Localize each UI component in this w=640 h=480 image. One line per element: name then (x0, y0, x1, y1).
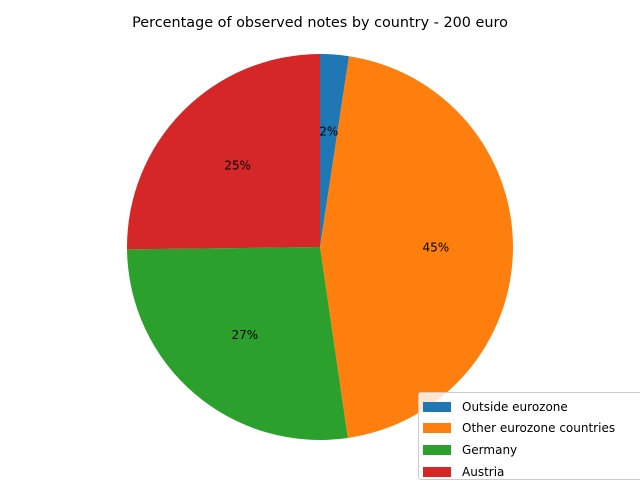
legend-swatch-outside-eurozone (423, 401, 451, 412)
legend-label-austria: Austria (462, 464, 505, 479)
legend-item-outside-eurozone: Outside eurozone (423, 396, 640, 418)
legend-item-germany: Germany (423, 439, 640, 461)
pie-slice-germany (127, 247, 348, 440)
pie-slice-austria (127, 54, 321, 250)
legend-swatch-other-eurozone (423, 423, 451, 434)
legend-label-germany: Germany (462, 442, 518, 457)
pie-percent-labels: 2% 45% 27% 25% (224, 125, 449, 343)
legend: Outside eurozone Other eurozone countrie… (418, 392, 640, 480)
legend-item-austria: Austria (423, 461, 640, 480)
pie-label-austria: 25% (224, 159, 251, 173)
legend-label-other-eurozone: Other eurozone countries (462, 421, 616, 436)
pie-slices (127, 54, 513, 440)
pie-slice-outside-eurozone (320, 54, 349, 247)
legend-swatch-germany (423, 444, 451, 455)
chart-title: Percentage of observed notes by country … (132, 15, 508, 31)
pie-label-other-eurozone-countries: 45% (422, 240, 449, 254)
legend-label-outside-eurozone: Outside eurozone (462, 399, 568, 414)
pie-slice-other-eurozone-countries (320, 56, 513, 438)
legend-item-other-eurozone: Other eurozone countries (423, 418, 640, 440)
pie-label-outside-eurozone: 2% (319, 125, 338, 139)
legend-swatch-austria (423, 466, 451, 477)
pie-label-germany: 27% (231, 328, 258, 342)
